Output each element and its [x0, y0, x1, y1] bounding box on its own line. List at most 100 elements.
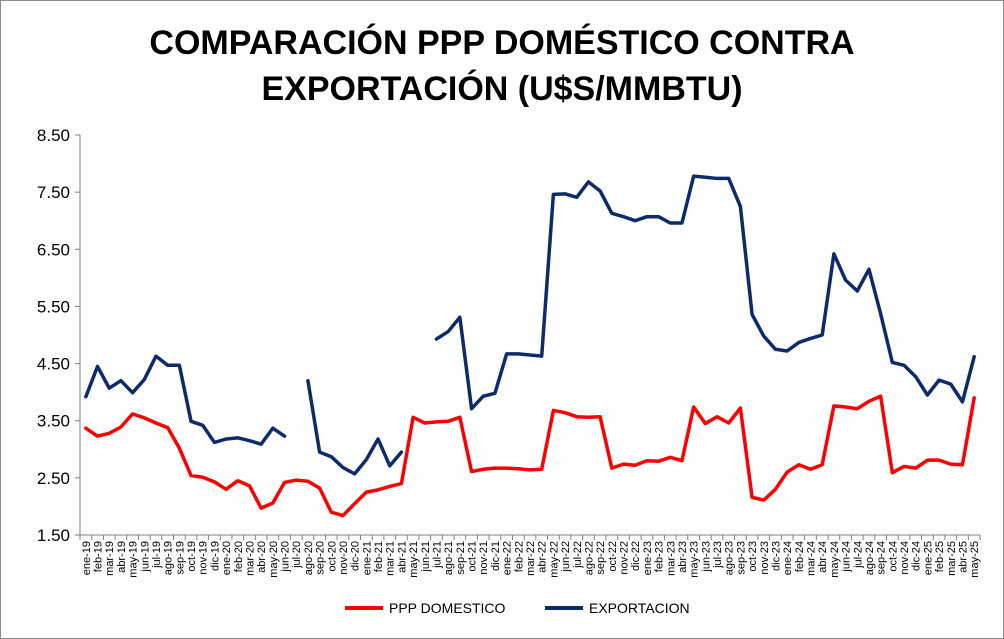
x-tick-label: dic-21 [490, 541, 502, 571]
x-tick-label: mar-20 [244, 541, 256, 576]
y-tick-label: 3.50 [37, 412, 70, 431]
series-line-segment [84, 394, 976, 518]
x-tick-label: ago-22 [583, 541, 595, 575]
x-tick-label: may-23 [689, 541, 701, 578]
x-tick-label: abr-24 [817, 541, 829, 573]
x-tick-label: feb-22 [513, 541, 525, 572]
y-axis: 1.50 2.50 3.50 4.50 5.50 6.50 7.50 8.50 [37, 126, 81, 545]
x-axis: ene-19 feb-19 mar-19 abr-19 may-19 jun-19 jul-… [79, 534, 981, 578]
legend-label: PPP DOMESTICO [389, 600, 506, 616]
x-tick-label: ene-21 [361, 541, 373, 575]
y-tick-label: 1.50 [37, 526, 70, 545]
x-tick-label: oct-22 [607, 541, 619, 572]
x-tick-label: ene-24 [782, 541, 794, 575]
x-tick-label: feb-19 [93, 541, 105, 572]
x-tick-label: jun-24 [841, 541, 853, 573]
x-tick-label: nov-20 [338, 541, 350, 575]
x-tick-label: nov-24 [899, 541, 911, 575]
x-tick-label: may-20 [268, 541, 280, 578]
x-tick-label: oct-21 [467, 541, 479, 572]
x-tick-label: feb-24 [794, 541, 806, 572]
series-lines [84, 174, 976, 518]
series-line-segment [306, 378, 404, 476]
x-tick-label: ago-19 [163, 541, 175, 575]
x-tick-label: jun-20 [280, 541, 292, 573]
x-tick-label: ago-20 [303, 541, 315, 575]
x-tick-label: abr-20 [256, 541, 268, 573]
y-tick-label: 8.50 [37, 126, 70, 145]
x-tick-label: nov-21 [478, 541, 490, 575]
legend: PPP DOMESTICO EXPORTACION [345, 600, 690, 616]
x-tick-label: oct-19 [186, 541, 198, 572]
x-tick-label: mar-22 [525, 541, 537, 576]
x-tick-label: may-25 [969, 541, 981, 578]
x-tick-label: jul-21 [431, 541, 443, 569]
x-tick-label: jul-22 [572, 541, 584, 569]
x-tick-label: feb-25 [934, 541, 946, 572]
x-tick-label: feb-20 [233, 541, 245, 572]
x-tick-label: jun-22 [560, 541, 572, 573]
x-tick-label: ago-21 [443, 541, 455, 575]
x-tick-label: ene-23 [642, 541, 654, 575]
x-tick-label: dic-24 [911, 541, 923, 571]
chart-title-line-1: COMPARACIÓN PPP DOMÉSTICO CONTRA [149, 24, 855, 62]
x-tick-label: dic-23 [770, 541, 782, 571]
x-tick-label: mar-23 [665, 541, 677, 576]
y-tick-label: 5.50 [37, 297, 70, 316]
chart-title: COMPARACIÓN PPP DOMÉSTICO CONTRA EXPORTA… [0, 20, 1004, 112]
x-tick-label: oct-23 [747, 541, 759, 572]
x-tick-label: sep-19 [174, 541, 186, 575]
y-tick-label: 7.50 [37, 183, 70, 202]
x-tick-label: abr-19 [116, 541, 128, 573]
x-tick-label: may-21 [408, 541, 420, 578]
x-tick-label: sep-23 [735, 541, 747, 575]
x-tick-label: jul-20 [291, 541, 303, 569]
series-line-segment [84, 354, 287, 446]
series-ppp-domestico [84, 394, 976, 518]
x-tick-label: mar-24 [806, 541, 818, 576]
x-tick-label: jul-24 [852, 541, 864, 569]
x-tick-label: sep-22 [595, 541, 607, 575]
x-tick-label: nov-23 [759, 541, 771, 575]
x-tick-label: abr-21 [396, 541, 408, 573]
x-tick-label: may-24 [829, 541, 841, 578]
x-tick-label: dic-20 [350, 541, 362, 571]
x-tick-label: ene-19 [81, 541, 93, 575]
x-tick-label: jul-23 [712, 541, 724, 569]
y-tick-label: 6.50 [37, 240, 70, 259]
x-tick-label: mar-21 [385, 541, 397, 576]
x-tick-label: mar-25 [946, 541, 958, 576]
legend-label: EXPORTACION [589, 600, 690, 616]
series-line-segment [434, 174, 976, 411]
x-tick-label: ago-24 [864, 541, 876, 575]
x-tick-label: sep-24 [876, 541, 888, 575]
y-tick-label: 2.50 [37, 469, 70, 488]
x-tick-label: nov-19 [198, 541, 210, 575]
x-tick-label: feb-23 [654, 541, 666, 572]
x-tick-label: feb-21 [373, 541, 385, 572]
x-tick-label: dic-19 [209, 541, 221, 571]
x-tick-label: ene-22 [502, 541, 514, 575]
x-tick-label: sep-20 [315, 541, 327, 575]
x-tick-label: ene-20 [221, 541, 233, 575]
chart-title-line-2: EXPORTACIÓN (U$S/MMBTU) [261, 70, 743, 108]
x-tick-label: ago-23 [724, 541, 736, 575]
series-exportacion [84, 174, 976, 476]
y-tick-label: 4.50 [37, 355, 70, 374]
x-tick-label: abr-23 [677, 541, 689, 573]
x-tick-label: jul-19 [151, 541, 163, 569]
x-tick-label: jun-21 [420, 541, 432, 573]
x-tick-label: abr-25 [957, 541, 969, 573]
x-tick-label: nov-22 [619, 541, 631, 575]
x-tick-label: mar-19 [104, 541, 116, 576]
x-tick-label: abr-22 [537, 541, 549, 573]
x-tick-label: dic-22 [630, 541, 642, 571]
x-tick-label: may-22 [548, 541, 560, 578]
x-tick-label: sep-21 [455, 541, 467, 575]
x-tick-label: oct-20 [326, 541, 338, 572]
x-tick-label: jun-23 [700, 541, 712, 573]
x-tick-label: oct-24 [887, 541, 899, 572]
x-tick-label: may-19 [128, 541, 140, 578]
